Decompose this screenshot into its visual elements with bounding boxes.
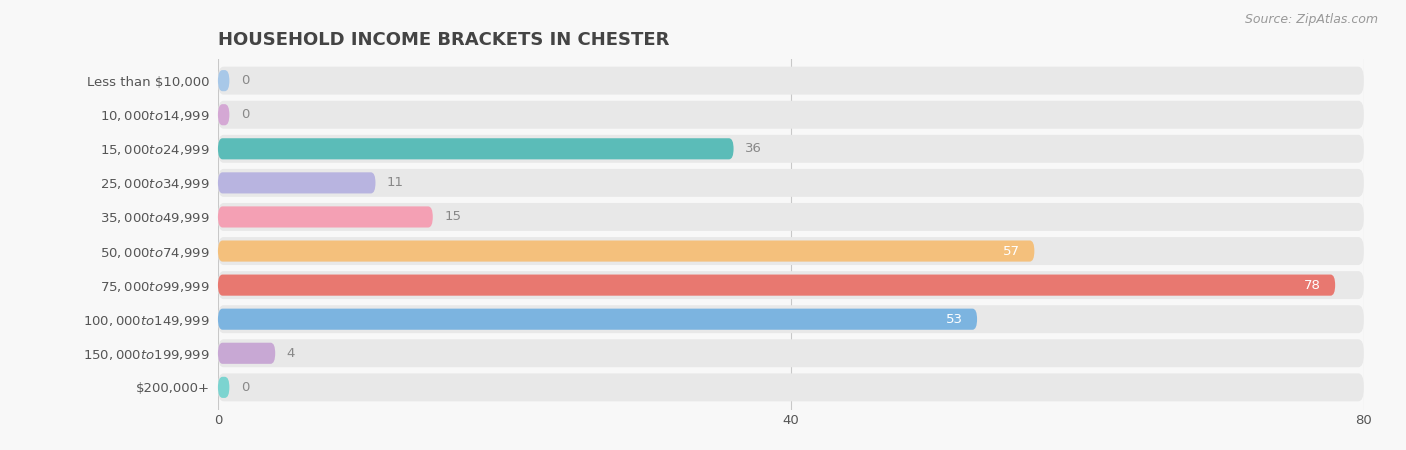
Text: 36: 36 — [745, 142, 762, 155]
FancyBboxPatch shape — [218, 203, 1364, 231]
Text: 78: 78 — [1303, 279, 1320, 292]
FancyBboxPatch shape — [218, 207, 433, 228]
FancyBboxPatch shape — [218, 70, 229, 91]
FancyBboxPatch shape — [218, 172, 375, 194]
Text: 0: 0 — [240, 381, 249, 394]
Text: Source: ZipAtlas.com: Source: ZipAtlas.com — [1244, 14, 1378, 27]
Text: 53: 53 — [946, 313, 963, 326]
FancyBboxPatch shape — [218, 309, 977, 330]
Text: HOUSEHOLD INCOME BRACKETS IN CHESTER: HOUSEHOLD INCOME BRACKETS IN CHESTER — [218, 31, 669, 49]
Text: 0: 0 — [240, 74, 249, 87]
FancyBboxPatch shape — [218, 377, 229, 398]
FancyBboxPatch shape — [218, 169, 1364, 197]
FancyBboxPatch shape — [218, 104, 229, 125]
Text: 0: 0 — [240, 108, 249, 121]
FancyBboxPatch shape — [218, 374, 1364, 401]
FancyBboxPatch shape — [218, 271, 1364, 299]
FancyBboxPatch shape — [218, 138, 734, 159]
Text: 15: 15 — [444, 211, 461, 224]
FancyBboxPatch shape — [218, 67, 1364, 94]
FancyBboxPatch shape — [218, 240, 1035, 261]
Text: 57: 57 — [1002, 244, 1021, 257]
Text: 11: 11 — [387, 176, 404, 189]
FancyBboxPatch shape — [218, 339, 1364, 367]
FancyBboxPatch shape — [218, 274, 1336, 296]
FancyBboxPatch shape — [218, 237, 1364, 265]
FancyBboxPatch shape — [218, 343, 276, 364]
Text: 4: 4 — [287, 347, 295, 360]
FancyBboxPatch shape — [218, 305, 1364, 333]
FancyBboxPatch shape — [218, 135, 1364, 163]
FancyBboxPatch shape — [218, 101, 1364, 129]
